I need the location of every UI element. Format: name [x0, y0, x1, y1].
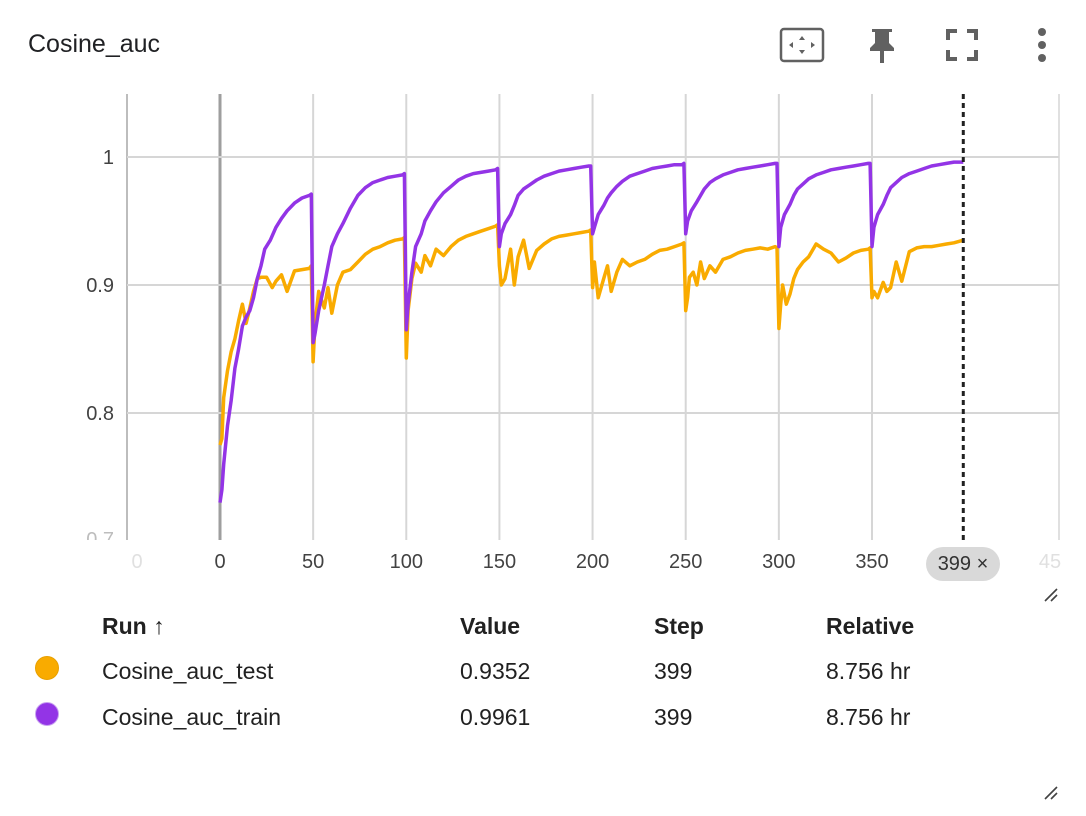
x-tick-label: 0 — [214, 551, 225, 573]
x-tick-label: 250 — [669, 551, 702, 573]
run-relative: 8.756 hr — [826, 657, 911, 684]
runs-table: Run ↑ Value Step Relative Cosine_auc_tes… — [0, 604, 1026, 740]
series-color-dot — [35, 656, 59, 680]
run-step: 399 — [654, 657, 693, 684]
chart-series — [218, 160, 964, 503]
run-relative: 8.756 hr — [826, 703, 911, 730]
run-value: 0.9352 — [460, 657, 531, 684]
value-column-header[interactable]: Value — [460, 612, 521, 639]
run-step: 399 — [654, 703, 693, 730]
pin-icon — [870, 29, 894, 63]
y-tick-label: 1 — [103, 147, 114, 169]
x-tick-label: 200 — [576, 551, 609, 573]
series-color-dot — [35, 702, 59, 726]
chart-grid — [126, 94, 1060, 540]
x-tick-label-clipped: 0 — [131, 551, 142, 573]
x-tick-label: 150 — [483, 551, 516, 573]
series-line-test — [218, 223, 964, 446]
y-axis-ticks: 1 0.9 0.8 — [86, 147, 114, 425]
x-tick-label: 300 — [762, 551, 795, 573]
y-tick-label: 0.8 — [86, 403, 114, 425]
x-tick-label: 350 — [855, 551, 888, 573]
card-title: Cosine_auc — [28, 30, 161, 58]
more-menu-button[interactable] — [1018, 22, 1066, 68]
x-tick-label: 50 — [302, 551, 324, 573]
resize-handle-icon[interactable] — [1042, 586, 1060, 604]
relative-column-header[interactable]: Relative — [826, 612, 915, 639]
pin-button[interactable] — [858, 22, 906, 68]
table-row: Cosine_auc_train 0.9961 399 8.756 hr — [0, 694, 1026, 740]
run-name: Cosine_auc_test — [102, 657, 274, 684]
table-header-row: Run ↑ Value Step Relative — [0, 604, 1026, 648]
fullscreen-icon — [946, 29, 978, 61]
fullscreen-button[interactable] — [938, 22, 986, 68]
table-row: Cosine_auc_test 0.9352 399 8.756 hr — [0, 648, 1026, 694]
step-chip[interactable]: 399 × — [926, 547, 1000, 581]
resize-handle-icon[interactable] — [1042, 784, 1060, 802]
x-tick-label-clipped: 45 — [1039, 551, 1061, 573]
run-name: Cosine_auc_train — [102, 703, 282, 730]
fit-domain-button[interactable] — [778, 22, 826, 68]
fit-domain-icon — [779, 27, 825, 63]
x-axis-ticks: 0 50 100 150 200 250 300 350 — [214, 551, 888, 573]
more-vert-icon — [1038, 28, 1046, 62]
run-column-header[interactable]: Run ↑ — [102, 612, 165, 639]
x-tick-label: 100 — [390, 551, 423, 573]
run-value: 0.9961 — [460, 703, 531, 730]
series-line-train — [218, 160, 964, 503]
step-column-header[interactable]: Step — [654, 612, 704, 639]
y-tick-label: 0.9 — [86, 275, 114, 297]
